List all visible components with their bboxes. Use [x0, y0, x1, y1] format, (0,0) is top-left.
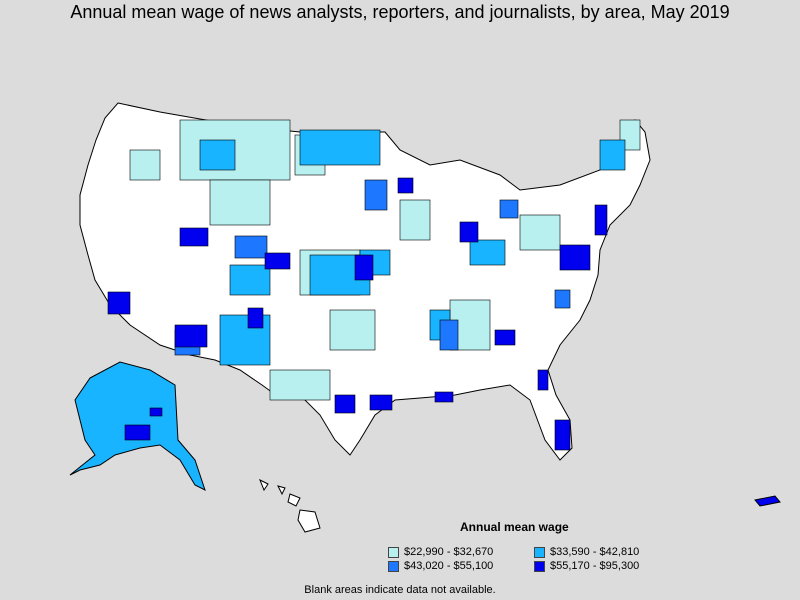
legend-swatch	[534, 560, 545, 572]
blank-areas-note: Blank areas indicate data not available.	[304, 584, 496, 596]
legend-label: $55,170 - $95,300	[550, 560, 640, 572]
legend-label: $43,020 - $55,100	[404, 560, 494, 572]
legend-swatch	[534, 546, 545, 558]
legend-item-4: $55,170 - $95,300	[534, 560, 639, 572]
hawaii	[259, 478, 321, 533]
legend-title: Annual mean wage	[460, 520, 569, 534]
legend-label: $22,990 - $32,670	[404, 546, 494, 558]
puerto-rico	[754, 495, 781, 507]
legend-swatch	[388, 546, 399, 558]
range-3-areas	[174, 179, 571, 356]
range-4-areas	[107, 177, 608, 451]
legend-label: $33,590 - $42,810	[550, 546, 640, 558]
legend-item-3: $43,020 - $55,100	[388, 560, 493, 572]
legend-item-2: $33,590 - $42,810	[534, 546, 639, 558]
legend-item-1: $22,990 - $32,670	[388, 546, 493, 558]
legend-swatch	[388, 560, 399, 572]
map-title: Annual mean wage of news analysts, repor…	[70, 2, 730, 22]
